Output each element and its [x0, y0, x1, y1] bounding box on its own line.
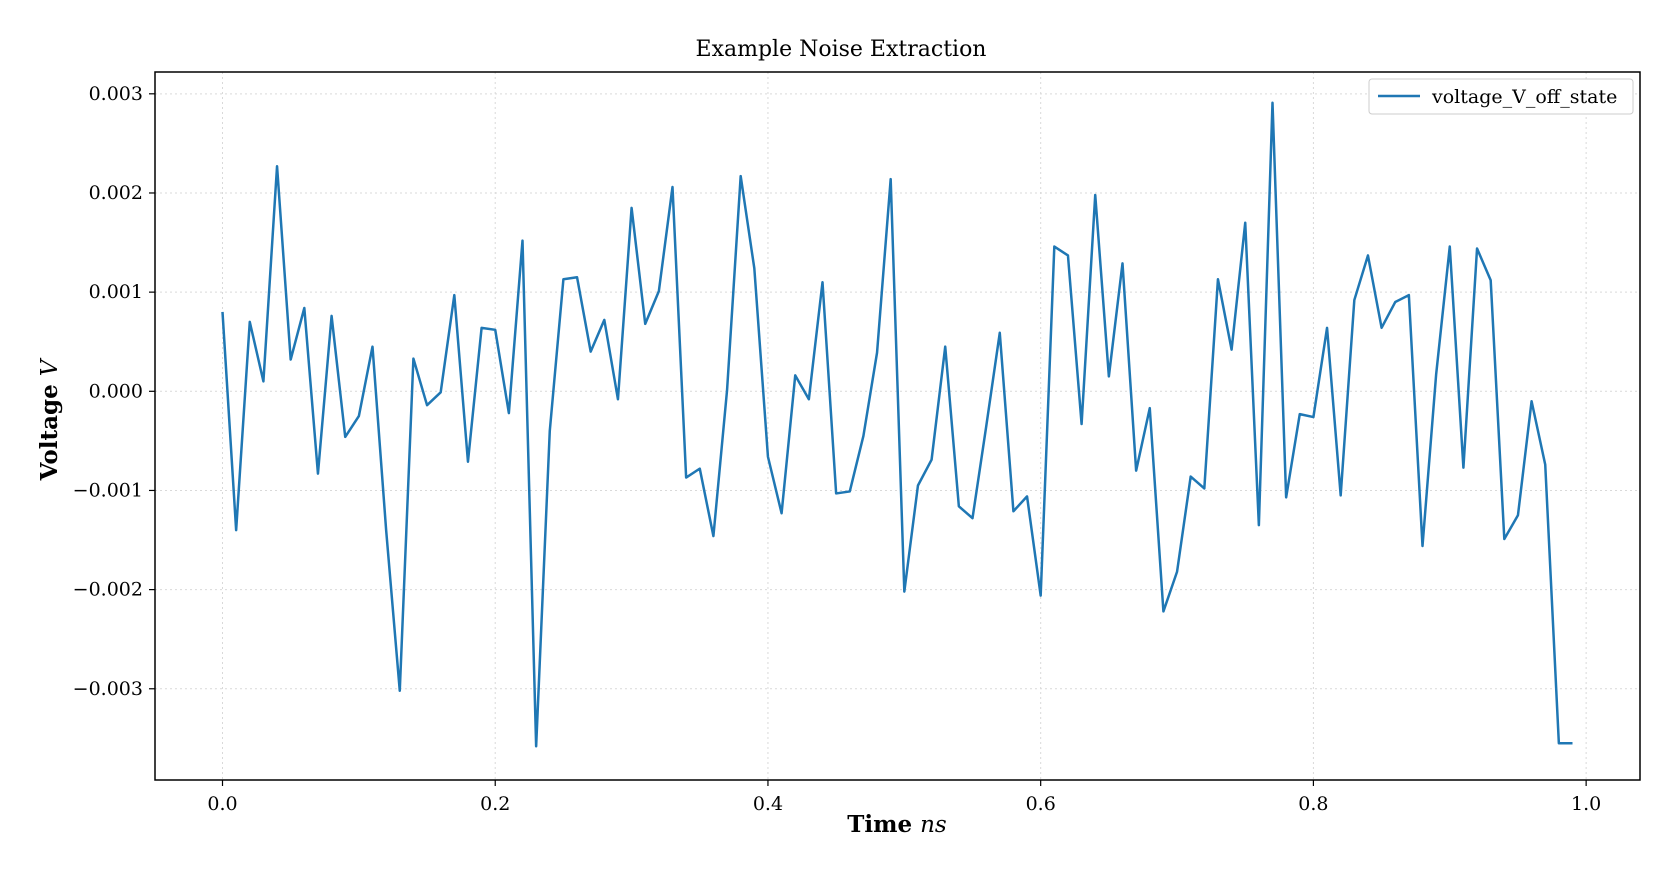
y-tick-label: −0.001: [73, 479, 143, 501]
x-axis-label-text: Time: [847, 811, 912, 838]
y-tick-label: 0.001: [89, 281, 143, 303]
y-tick-label: 0.002: [89, 182, 143, 204]
x-tick-label: 0.2: [480, 793, 510, 815]
grid: [155, 72, 1640, 780]
y-tick-label: −0.002: [73, 579, 143, 601]
x-tick-label: 1.0: [1571, 793, 1601, 815]
legend-box: [1368, 78, 1634, 115]
chart-title: Example Noise Extraction: [696, 37, 987, 62]
y-axis-label: Voltage V: [36, 357, 63, 481]
y-tick-label: 0.000: [89, 380, 143, 402]
series-line-group: [221, 101, 1573, 748]
x-tick-label: 0.0: [207, 793, 237, 815]
y-axis-label-text: Voltage: [36, 384, 63, 481]
legend: voltage_V_off_state: [1368, 78, 1634, 115]
y-axis-label-unit: V: [37, 357, 63, 376]
x-tick-label: 0.8: [1298, 793, 1328, 815]
y-tick-label: 0.003: [89, 83, 143, 105]
x-tick-label: 0.4: [753, 793, 783, 815]
x-tick-label: 0.6: [1026, 793, 1056, 815]
ticks: 0.0 0.2 0.4 0.6 0.8 1.0 0.003 0.002 0.001 0.000 −0…: [73, 83, 1602, 815]
x-axis-label: Time ns: [847, 811, 947, 838]
plot-frame: [154, 71, 1641, 781]
series-line: [221, 101, 1573, 748]
x-axis-label-unit: ns: [920, 812, 947, 838]
y-tick-label: −0.003: [73, 678, 143, 700]
legend-label: voltage_V_off_state: [1431, 86, 1617, 108]
